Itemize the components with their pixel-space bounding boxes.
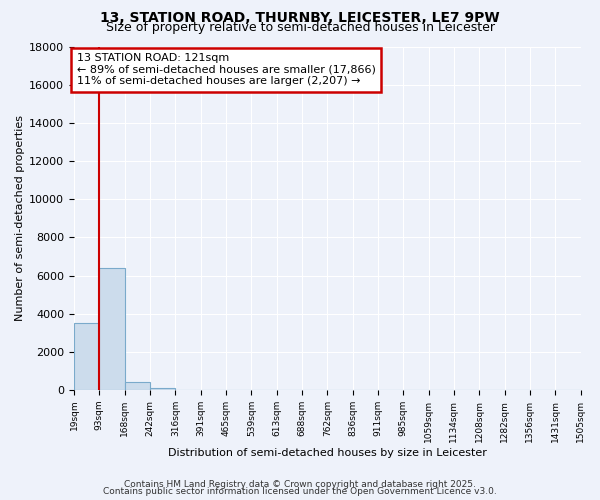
Y-axis label: Number of semi-detached properties: Number of semi-detached properties — [15, 116, 25, 322]
Bar — [74, 324, 100, 390]
Bar — [100, 268, 125, 390]
Text: Contains HM Land Registry data © Crown copyright and database right 2025.: Contains HM Land Registry data © Crown c… — [124, 480, 476, 489]
X-axis label: Distribution of semi-detached houses by size in Leicester: Distribution of semi-detached houses by … — [168, 448, 487, 458]
Text: Size of property relative to semi-detached houses in Leicester: Size of property relative to semi-detach… — [106, 21, 494, 34]
Bar — [125, 382, 150, 390]
Text: Contains public sector information licensed under the Open Government Licence v3: Contains public sector information licen… — [103, 487, 497, 496]
Bar — [150, 388, 175, 390]
Text: 13, STATION ROAD, THURNBY, LEICESTER, LE7 9PW: 13, STATION ROAD, THURNBY, LEICESTER, LE… — [100, 11, 500, 25]
Text: 13 STATION ROAD: 121sqm
← 89% of semi-detached houses are smaller (17,866)
11% o: 13 STATION ROAD: 121sqm ← 89% of semi-de… — [77, 53, 376, 86]
